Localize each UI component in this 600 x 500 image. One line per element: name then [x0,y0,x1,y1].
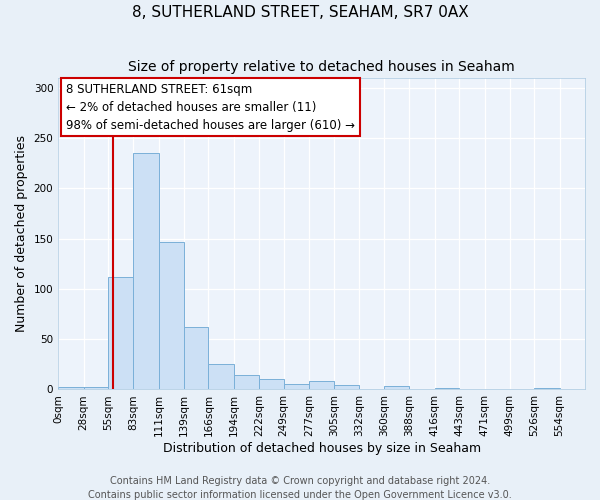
Bar [108,277,133,390]
Bar [83,388,108,390]
Bar [208,364,234,390]
Bar [234,376,259,390]
Bar [384,386,409,390]
Bar [133,154,158,390]
Bar [435,388,459,390]
X-axis label: Distribution of detached houses by size in Seaham: Distribution of detached houses by size … [163,442,481,455]
Text: 8 SUTHERLAND STREET: 61sqm
← 2% of detached houses are smaller (11)
98% of semi-: 8 SUTHERLAND STREET: 61sqm ← 2% of detac… [66,82,355,132]
Bar [309,382,334,390]
Text: 8, SUTHERLAND STREET, SEAHAM, SR7 0AX: 8, SUTHERLAND STREET, SEAHAM, SR7 0AX [131,5,469,20]
Bar [158,242,184,390]
Text: Contains HM Land Registry data © Crown copyright and database right 2024.
Contai: Contains HM Land Registry data © Crown c… [88,476,512,500]
Y-axis label: Number of detached properties: Number of detached properties [15,135,28,332]
Bar [334,386,359,390]
Bar [535,388,560,390]
Bar [284,384,309,390]
Title: Size of property relative to detached houses in Seaham: Size of property relative to detached ho… [128,60,515,74]
Bar [259,380,284,390]
Bar [58,388,83,390]
Bar [184,327,208,390]
